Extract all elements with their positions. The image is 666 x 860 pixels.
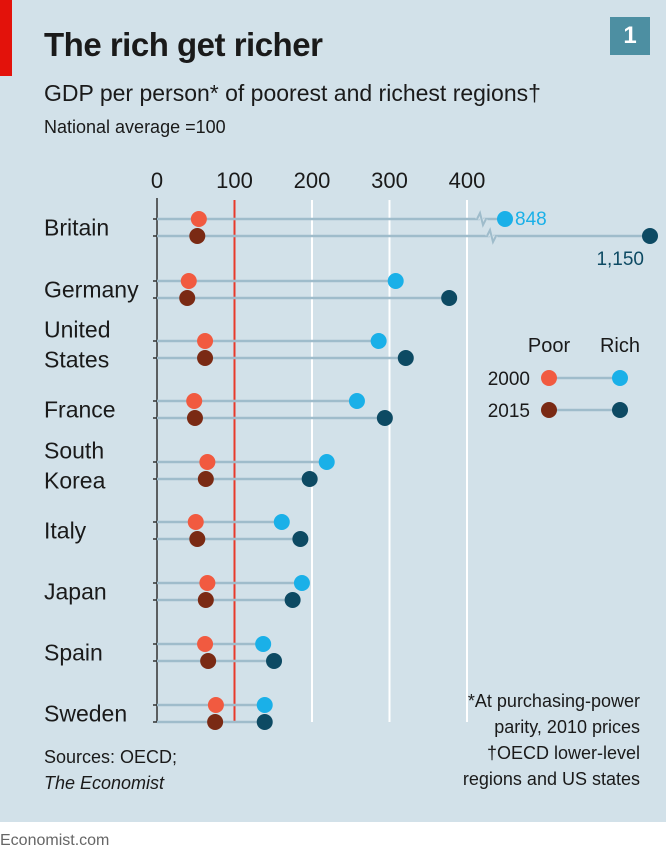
- category-label: Korea: [44, 468, 106, 494]
- poor-2015-dot: [189, 228, 206, 244]
- poor-2000-dot: [199, 454, 216, 470]
- source-line: The Economist: [44, 773, 165, 793]
- category-label: France: [44, 397, 116, 423]
- rich-2015-dot: [397, 350, 414, 366]
- poor-2015-dot: [197, 471, 214, 487]
- poor-2015-dot: [207, 714, 224, 730]
- x-tick-label: 0: [151, 168, 163, 193]
- rich-2000-dot: [255, 636, 272, 652]
- rich-2000-dot: [256, 697, 273, 713]
- data-label: 848: [515, 209, 547, 230]
- legend-poor-dot: [541, 370, 557, 386]
- rich-2000-dot: [273, 514, 290, 530]
- poor-2000-dot: [197, 636, 214, 652]
- footnote-line: *At purchasing-power: [467, 691, 640, 711]
- rich-2000-dot: [497, 211, 513, 227]
- category-label: United: [44, 317, 110, 343]
- poor-2000-dot: [190, 211, 207, 227]
- poor-2000-dot: [197, 333, 214, 349]
- footnote-line: †OECD lower-level: [486, 743, 640, 763]
- poor-2015-dot: [186, 410, 203, 426]
- rich-2000-dot: [370, 333, 387, 349]
- footnote-line: regions and US states: [462, 769, 640, 789]
- category-label: Japan: [44, 579, 107, 605]
- poor-2015-dot: [197, 350, 214, 366]
- poor-2000-dot: [199, 575, 216, 591]
- legend-rich-dot: [612, 370, 628, 386]
- source-line: Sources: OECD;: [44, 747, 178, 767]
- x-tick-label: 300: [371, 168, 408, 193]
- poor-2015-dot: [197, 592, 214, 608]
- rich-2015-dot: [441, 290, 458, 306]
- rich-2015-dot: [256, 714, 273, 730]
- chart-number-badge: 1: [610, 17, 650, 55]
- poor-2015-dot: [179, 290, 196, 306]
- rich-2015-dot: [642, 228, 658, 244]
- chart-subtitle: GDP per person* of poorest and richest r…: [44, 80, 541, 106]
- rich-2015-dot: [292, 531, 309, 547]
- axis-break-icon: [486, 227, 497, 245]
- sources: Sources: OECD; The Economist: [44, 744, 177, 796]
- rich-2015-dot: [376, 410, 393, 426]
- category-label: Britain: [44, 215, 109, 241]
- footnote-line: parity, 2010 prices: [494, 717, 640, 737]
- x-tick-label: 200: [294, 168, 331, 193]
- category-label: Spain: [44, 640, 103, 666]
- legend-header-poor: Poor: [528, 335, 571, 357]
- rich-2015-dot: [301, 471, 318, 487]
- poor-2000-dot: [207, 697, 224, 713]
- rich-2015-dot: [284, 592, 301, 608]
- rich-2000-dot: [348, 393, 365, 409]
- legend-header-rich: Rich: [600, 335, 640, 357]
- category-label: Italy: [44, 518, 87, 544]
- x-tick-label: 400: [449, 168, 486, 193]
- chart-title: The rich get richer: [44, 26, 323, 63]
- unit-note: National average =100: [44, 117, 226, 137]
- data-label: 1,150: [596, 249, 644, 270]
- poor-2000-dot: [187, 514, 204, 530]
- footer-credit: Economist.com: [0, 822, 666, 860]
- legend-year-label: 2015: [488, 401, 530, 422]
- rich-2000-dot: [293, 575, 310, 591]
- legend-rich-dot: [612, 402, 628, 418]
- poor-2015-dot: [189, 531, 206, 547]
- rich-2015-dot: [266, 653, 283, 669]
- footnotes: *At purchasing-power parity, 2010 prices…: [463, 688, 640, 792]
- category-label: States: [44, 347, 109, 373]
- poor-2015-dot: [200, 653, 217, 669]
- axis-break-icon: [476, 210, 487, 228]
- rich-2000-dot: [318, 454, 335, 470]
- x-tick-label: 100: [216, 168, 253, 193]
- category-label: Germany: [44, 277, 139, 303]
- rich-2000-dot: [387, 273, 404, 289]
- category-label: South: [44, 438, 104, 464]
- poor-2000-dot: [180, 273, 197, 289]
- category-label: Sweden: [44, 701, 127, 727]
- brand-bar: [0, 0, 12, 76]
- poor-2000-dot: [186, 393, 203, 409]
- legend-poor-dot: [541, 402, 557, 418]
- plot-area: 0 100 200 300 400 Britain Germany United States F…: [44, 168, 658, 730]
- legend-year-label: 2000: [488, 369, 530, 390]
